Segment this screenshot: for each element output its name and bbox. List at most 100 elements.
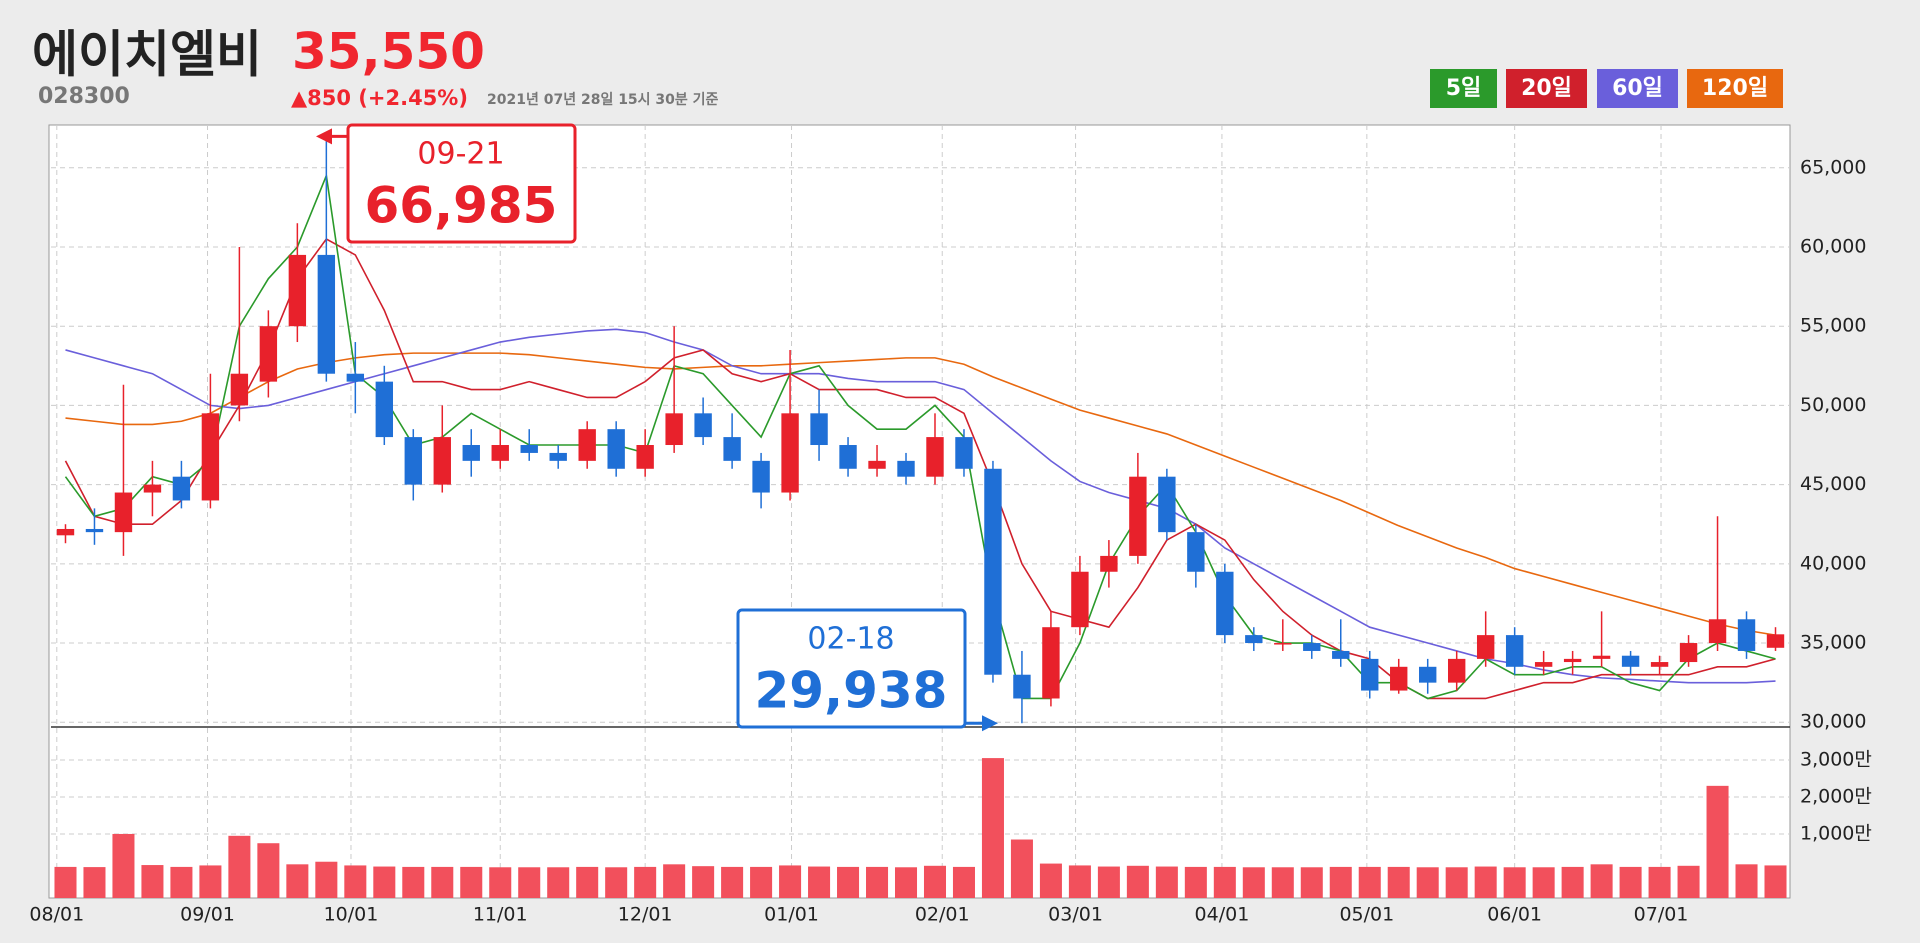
volume-bar [431, 866, 454, 898]
x-tick-label: 07/01 [1634, 904, 1689, 926]
candle-body [1042, 627, 1060, 699]
volume-bar [1213, 866, 1236, 898]
x-tick-label: 11/01 [473, 904, 528, 926]
volume-bar [1735, 864, 1758, 898]
x-tick-label: 08/01 [29, 904, 84, 926]
volume-bar [489, 867, 512, 898]
volume-bar [257, 843, 280, 898]
candle-body [1361, 658, 1379, 691]
volume-bar [54, 866, 77, 898]
candle-body [56, 528, 75, 536]
volume-bar [1329, 866, 1352, 898]
annotation-arrowhead [316, 128, 332, 145]
x-tick-label: 03/01 [1048, 904, 1103, 926]
legend-label[interactable]: 120일 [1702, 76, 1768, 101]
volume-bar [199, 865, 222, 898]
y-tick-label: 65,000 [1800, 156, 1866, 178]
candle-body [1737, 619, 1756, 651]
candle-body [1100, 555, 1118, 572]
moving-average-line [65, 328, 1776, 684]
y-tick-label: 55,000 [1800, 315, 1866, 337]
volume-bar [402, 866, 425, 898]
volume-bar [779, 865, 802, 898]
candle-body [578, 429, 596, 461]
legend-button[interactable] [1597, 69, 1678, 108]
stock-name: 에이치엘비 [32, 26, 262, 84]
volume-bar [1271, 867, 1294, 898]
legend-label[interactable]: 5일 [1446, 76, 1482, 101]
candle-body [317, 254, 336, 374]
candle-body [897, 460, 915, 477]
price: 35,550 [292, 23, 485, 81]
x-tick-label: 05/01 [1339, 904, 1394, 926]
volume-bar [837, 866, 860, 898]
annotation-value: 66,985 [365, 177, 558, 235]
volume-bar [721, 866, 744, 898]
volume-bar [141, 865, 164, 898]
candle-body [955, 437, 973, 469]
annotation-arrowhead [982, 715, 998, 732]
legend-button[interactable] [1430, 69, 1497, 108]
candle-body [1216, 571, 1234, 636]
moving-average-line [64, 238, 1776, 700]
candle-body [1129, 476, 1147, 556]
volume-bar [1648, 866, 1671, 898]
moving-average-line [64, 172, 1776, 700]
volume-bar [1358, 866, 1381, 898]
candle-body [1708, 619, 1727, 644]
volume-bar [952, 866, 975, 898]
candle-body [1419, 666, 1437, 683]
volume-bar [1184, 866, 1207, 898]
legend-button[interactable] [1687, 69, 1783, 108]
volume-bar [373, 866, 396, 898]
volume-bar [344, 865, 367, 898]
candle-body [868, 460, 886, 469]
volume-bar [1300, 867, 1323, 898]
volume-bar [315, 861, 338, 898]
volume-bar [547, 867, 570, 898]
candle-body [636, 445, 654, 469]
candle-body [1476, 635, 1495, 659]
candle-body [462, 445, 480, 461]
annotation-box [346, 123, 577, 244]
volume-bar [894, 867, 918, 898]
volume-bar [1561, 866, 1584, 898]
y-tick-label: 3,000만 [1800, 748, 1872, 770]
x-tick-label: 06/01 [1487, 904, 1542, 926]
legend-button[interactable] [1506, 69, 1587, 108]
volume-bar [1010, 839, 1033, 898]
volume-bar [1764, 865, 1787, 898]
candle-body [984, 468, 1002, 675]
volume-bar [750, 866, 773, 898]
candle-body [346, 373, 365, 382]
volume-bar [1242, 867, 1265, 898]
legend-label[interactable]: 20일 [1521, 76, 1572, 101]
y-tick-label: 45,000 [1800, 473, 1866, 495]
y-tick-label: 35,000 [1800, 632, 1866, 654]
volume-bar [1445, 867, 1468, 898]
candle-body [1274, 643, 1292, 645]
legend-label[interactable]: 60일 [1612, 76, 1663, 101]
x-tick-label: 12/01 [618, 904, 673, 926]
volume-bar [1126, 865, 1149, 898]
candle-body [259, 326, 278, 382]
volume-bar [1416, 867, 1439, 898]
timestamp: 2021년 07년 28일 15시 30분 기준 [487, 92, 719, 108]
candle-body [230, 373, 249, 406]
candle-body [1303, 643, 1321, 651]
volume-bar [1474, 866, 1497, 898]
y-tick-label: 1,000만 [1800, 822, 1872, 844]
volume-bar [1097, 866, 1120, 898]
volume-bar [866, 866, 889, 898]
volume-bar [112, 833, 135, 898]
volume-bar [1619, 866, 1642, 898]
candle-body [172, 476, 191, 501]
candle-body [201, 413, 220, 501]
volume-bar [634, 866, 657, 898]
candle-body [288, 254, 307, 327]
candle-body [1650, 662, 1669, 667]
x-tick-label: 02/01 [915, 904, 970, 926]
y-tick-label: 60,000 [1800, 235, 1866, 257]
volume-bar [170, 866, 193, 898]
